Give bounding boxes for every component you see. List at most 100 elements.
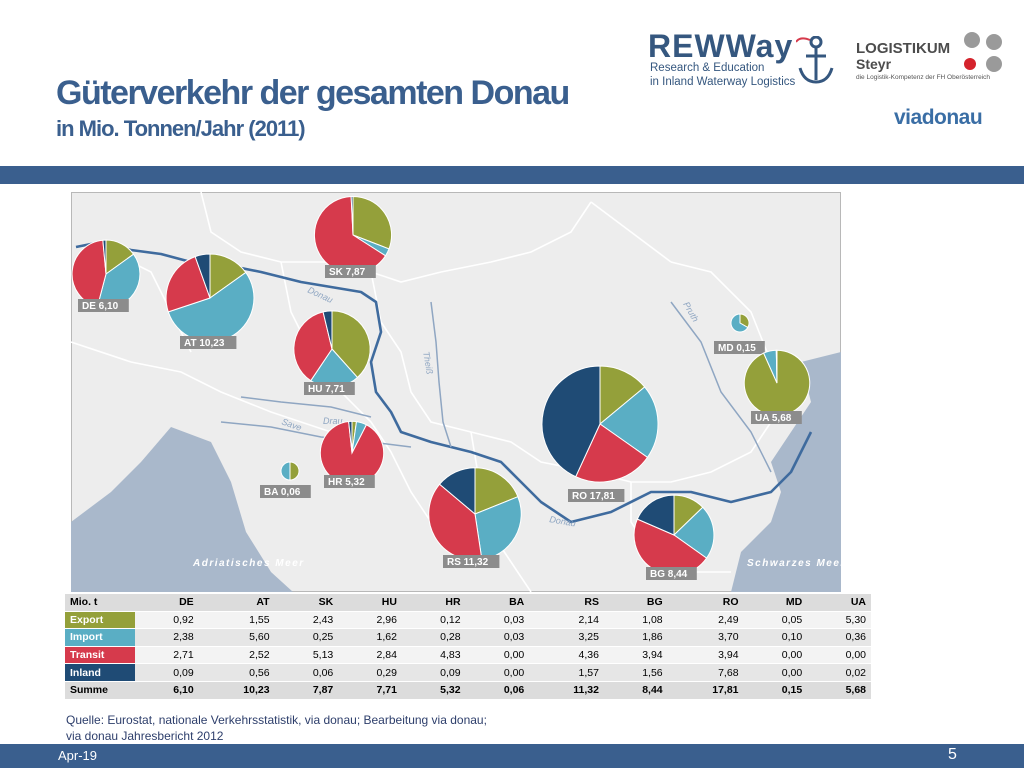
pie-label-box-rs <box>443 555 500 568</box>
table-cell: 0,15 <box>743 681 808 700</box>
table-sum-row: Summe 6,10 10,23 7,87 7,71 5,32 0,06 11,32 8,44 1… <box>65 681 871 700</box>
pie-label-at: AT 10,23 <box>184 338 225 349</box>
pie-sk: SK 7,87 <box>314 195 393 278</box>
pie-slice-ua-inland <box>775 349 778 384</box>
pie-label-ba: BA 0,06 <box>264 487 301 498</box>
pie-label-box-de <box>78 299 129 312</box>
table-cell: 0,03 <box>465 611 530 630</box>
table-cell: 7,87 <box>274 681 339 700</box>
pie-slice-hr-inland <box>348 420 353 454</box>
pie-at: AT 10,23 <box>165 253 255 349</box>
table-header-md: MD <box>743 594 808 612</box>
sea-label-black: Schwarzes Meer <box>747 558 841 569</box>
adriatic-sea <box>71 427 293 592</box>
rewway-logo: REWWay Research & Education in Inland Wa… <box>646 28 836 100</box>
table-cell: 0,92 <box>135 611 199 630</box>
footer-bar: Apr-19 5 <box>0 744 1024 768</box>
logistikum-logo: LOGISTIKUM Steyr die Logistik-Kompetenz … <box>856 30 1006 90</box>
logistikum-mark-icon <box>964 32 1002 72</box>
table-row-label-import: Import <box>65 628 135 647</box>
pie-label-box-ro <box>568 489 625 502</box>
logistikum-logo-tagline: die Logistik-Kompetenz der FH Oberösterr… <box>856 74 991 81</box>
table-cell: 2,38 <box>135 628 199 647</box>
pie-slice-ba-import <box>280 461 291 481</box>
table-row: Inland 0,09 0,56 0,06 0,29 0,09 0,00 1,57 1,56 7,… <box>65 663 871 682</box>
sea-labels: Adriatisches Meer Schwarzes Meer <box>192 558 841 569</box>
pie-slice-hu-inland <box>322 310 333 350</box>
table-row: Transit 2,71 2,52 5,13 2,84 4,83 0,00 4,36 3,94 3… <box>65 646 871 665</box>
page-title: Güterverkehr der gesamten Donau <box>56 74 570 112</box>
source-line-1: Quelle: Eurostat, nationale Verkehrsstat… <box>66 713 487 727</box>
table-row-label-export: Export <box>65 611 135 630</box>
pie-label-box-bg <box>646 567 697 580</box>
pie-slice-bg-import <box>673 506 715 559</box>
table-corner: Mio. t <box>65 594 135 612</box>
table-cell: 2,43 <box>274 611 339 630</box>
table-header-rs: RS <box>529 594 604 612</box>
pie-label-ua: UA 5,68 <box>755 413 792 424</box>
table-header-hu: HU <box>338 594 402 612</box>
table-cell: 0,29 <box>338 663 402 682</box>
table-cell: 0,56 <box>198 663 275 682</box>
table-cell: 1,86 <box>603 628 668 647</box>
table-cell: 0,06 <box>465 681 530 700</box>
river-label-drau: Drau <box>323 416 343 426</box>
table-cell: 3,70 <box>667 628 744 647</box>
table-cell: 1,62 <box>338 628 402 647</box>
table-cell: 0,02 <box>807 663 871 682</box>
table-cell: 0,25 <box>274 628 339 647</box>
table-cell: 5,68 <box>807 681 871 700</box>
table-cell: 2,71 <box>135 646 199 665</box>
table-cell: 6,10 <box>135 681 199 700</box>
pie-label-box-at <box>180 336 237 349</box>
table-cell: 1,08 <box>603 611 668 630</box>
pie-label-md: MD 0,15 <box>718 343 756 354</box>
table-cell: 0,00 <box>465 663 530 682</box>
table-cell: 4,36 <box>529 646 604 665</box>
river-label-theiss: Theiß <box>421 351 435 376</box>
pie-label-de: DE 6,10 <box>82 301 119 312</box>
pie-label-box-hu <box>304 382 355 395</box>
viadonau-logo: viadonau <box>894 106 983 129</box>
pie-label-box-ua <box>751 411 802 424</box>
pie-de: DE 6,10 <box>71 239 141 312</box>
pie-slice-md-import <box>730 313 749 333</box>
source-note: Quelle: Eurostat, nationale Verkehrsstat… <box>66 712 626 744</box>
page-subtitle: in Mio. Tonnen/Jahr (2011) <box>56 116 306 141</box>
pie-label-box-ba <box>260 485 311 498</box>
table-row: Import 2,38 5,60 0,25 1,62 0,28 0,03 3,25 1,86 3,… <box>65 628 871 647</box>
pie-slice-sk-inland <box>350 195 354 236</box>
pie-bg: BG 8,44 <box>633 494 715 580</box>
pie-charts: DE 6,10 AT 10,23 SK 7,87 HU 7,71 HR 5,32 BA 0… <box>71 195 811 580</box>
pie-slice-de-inland <box>102 239 107 275</box>
table-cell: 4,83 <box>401 646 466 665</box>
table-cell: 0,00 <box>743 663 808 682</box>
table-cell: 3,94 <box>603 646 668 665</box>
table-cell: 8,44 <box>603 681 668 700</box>
table-cell: 0,09 <box>401 663 466 682</box>
rewway-logo-word: REWWay <box>648 28 794 64</box>
table-cell: 0,03 <box>465 628 530 647</box>
pie-label-ro: RO 17,81 <box>572 491 615 502</box>
table-cell: 2,84 <box>338 646 402 665</box>
table-header-sk: SK <box>274 594 339 612</box>
river-label-donau-east: Donau <box>549 514 577 528</box>
logistikum-logo-steyr: Steyr <box>856 56 892 72</box>
black-sea <box>731 352 841 592</box>
pie-md: MD 0,15 <box>714 313 765 354</box>
table-header-ba: BA <box>465 594 530 612</box>
footer-date: Apr-19 <box>58 748 98 763</box>
pie-slice-at-inland <box>194 253 211 299</box>
pie-label-bg: BG 8,44 <box>650 569 688 580</box>
pie-label-sk: SK 7,87 <box>329 267 366 278</box>
table-cell: 17,81 <box>667 681 744 700</box>
table-header-hr: HR <box>401 594 466 612</box>
pie-slice-bg-inland <box>636 494 675 536</box>
table-cell: 1,56 <box>603 663 668 682</box>
danube-map: Donau Donau Theiß Drau Save Pruth Adriat… <box>71 192 841 592</box>
table-cell: 0,05 <box>743 611 808 630</box>
table-row: Export 0,92 1,55 2,43 2,96 0,12 0,03 2,14 1,08 2,… <box>65 611 871 630</box>
pie-hr: HR 5,32 <box>319 420 385 488</box>
pie-slice-ro-export <box>599 365 646 426</box>
table-cell: 1,55 <box>198 611 275 630</box>
